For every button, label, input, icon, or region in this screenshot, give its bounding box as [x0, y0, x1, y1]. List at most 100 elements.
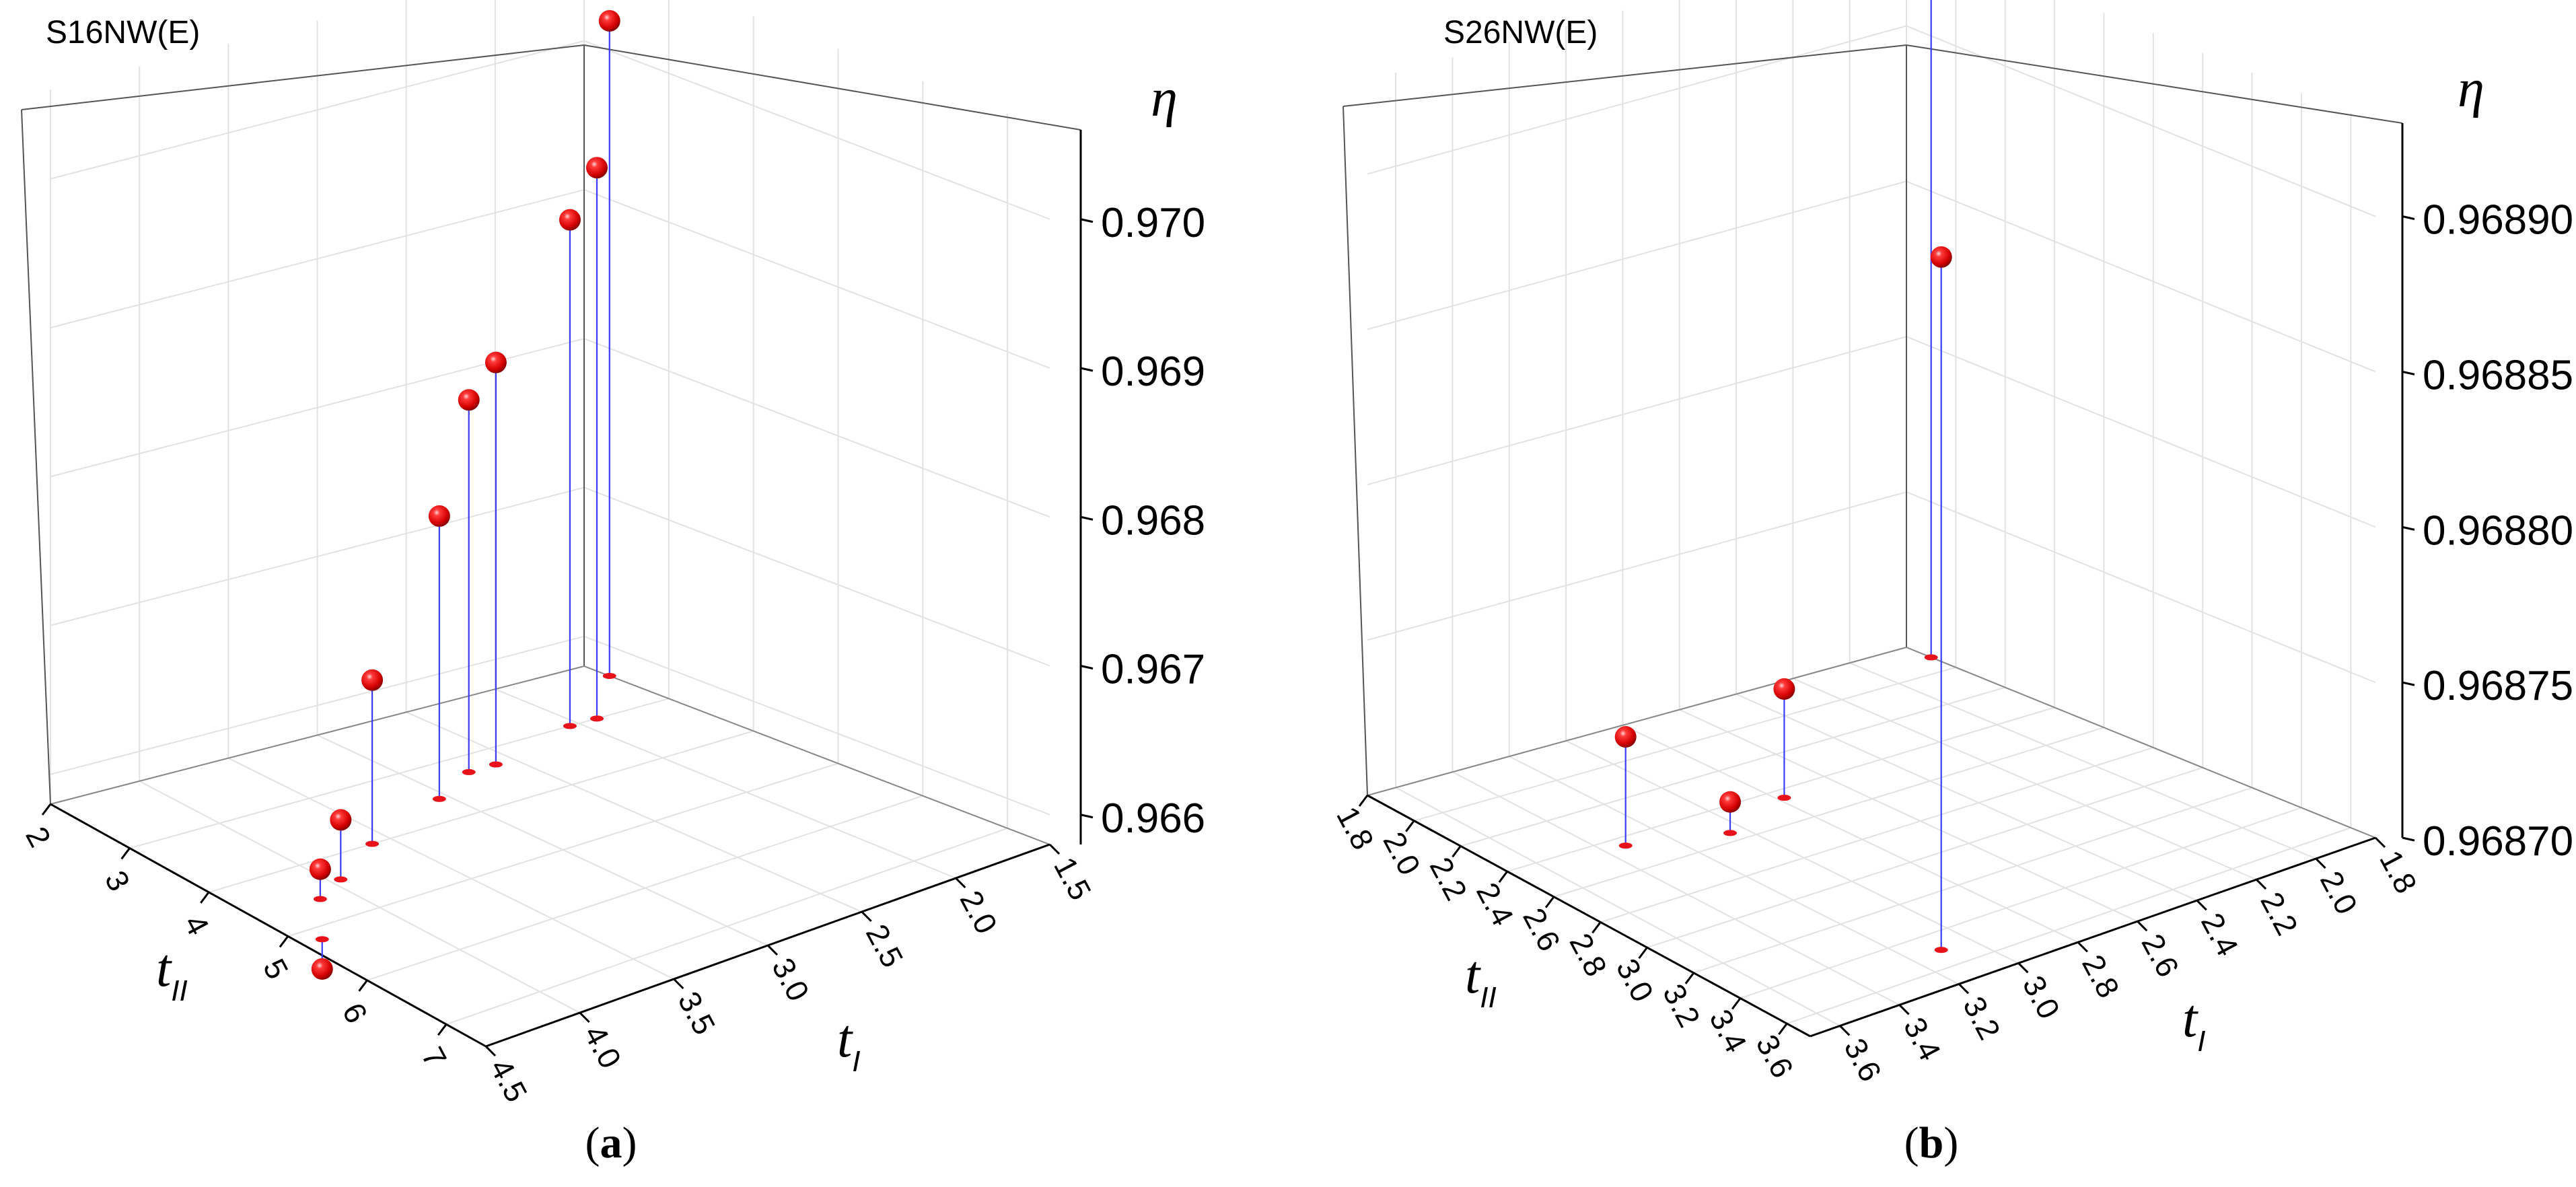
panel-a-x-tick-label: 5 [256, 953, 295, 984]
panel-b-x-gridline [1600, 746, 2154, 923]
panel-b-x-tick [1358, 795, 1369, 807]
panel-b-y-gridline [1849, 662, 2316, 859]
panel-b-floor-right-edge [1906, 647, 2376, 838]
panel-b-y-gridline [1395, 787, 1840, 1027]
panel-a-back-walls [22, 45, 1081, 844]
panel-a-x-tick [279, 935, 289, 948]
panel-a-floor-marker-2 [589, 715, 604, 722]
panel-a-back-left-top-edge [21, 44, 585, 110]
panel-a-data-point-1 [598, 9, 620, 32]
panel-b-floor-marker-1 [1924, 654, 1938, 661]
panel-a-y-tick [861, 910, 872, 923]
panel-a-x-label-main: t [156, 939, 172, 998]
panel-b-y-tick-label: 1.8 [2373, 844, 2424, 899]
panel-b-x-tick [1405, 820, 1415, 832]
panel-a-x-tick-label: 4 [177, 909, 216, 941]
panel-b-x-tick-label: 3.6 [1750, 1029, 1801, 1083]
panel-a-floor-marker-3 [563, 723, 577, 729]
panel-b-data-point-5 [1930, 246, 1952, 268]
panel-b-y-gridline [1622, 724, 2079, 943]
panel-b-z-tick-label: 0.96885 [2423, 352, 2573, 398]
chart-panel-b: S26NW(E) 0.96870 0.96875 0.96880 0.96885 0.9… [1330, 0, 2573, 1167]
panel-a-z-tick-label: 0.967 [1101, 647, 1205, 693]
panel-b-z-tick-label: 0.96870 [2423, 818, 2573, 865]
panel-b-x-tick-label: 3.4 [1703, 1004, 1754, 1058]
panel-b-floor-left-edge [1367, 647, 1907, 796]
panel-a-z-tick-label: 0.969 [1101, 349, 1205, 395]
panel-b-x-tick-label: 2.0 [1376, 826, 1427, 881]
panel-b-y-gridline [1509, 756, 1960, 985]
panel-b-left-vertical-edge [1343, 106, 1368, 796]
panel-b-y-tick-label: 2.0 [2314, 865, 2365, 920]
panel-a-z-tick-label: 0.968 [1101, 497, 1205, 544]
panel-b-z-label: η [2458, 59, 2484, 118]
panel-b-frame [1343, 44, 2404, 1038]
panel-a-floor-marker-10 [315, 936, 329, 943]
panel-a-floor-marker-5 [462, 768, 476, 775]
panel-b-x-tick [1638, 947, 1648, 960]
panel-b-y-tick-label: 3.2 [1956, 991, 2007, 1045]
panel-b-x-tick [1778, 1023, 1788, 1036]
panel-a-z-label: η [1151, 69, 1178, 128]
panel-b-x-gridline [1647, 766, 2203, 949]
panel-b-y-tick [2017, 962, 2029, 974]
panel-a-back-right-top-edge [583, 44, 1081, 131]
panel-b-y-gridline [1736, 693, 2198, 902]
panel-a-y-tick-label: 3.0 [765, 952, 816, 1007]
panel-a-y-gridline [495, 688, 956, 879]
panel-b-x-tick-label: 1.8 [1330, 801, 1381, 855]
panel-b-z-tick-label: 0.96880 [2423, 507, 2573, 554]
panel-a-x-label-sub: II [171, 974, 187, 1007]
panel-a-data-point-8 [330, 809, 352, 831]
panel-a-z-tick-label: 0.970 [1101, 200, 1205, 246]
panel-a-x-tick [200, 892, 210, 904]
panel-b-x-tick-label: 2.4 [1470, 877, 1521, 931]
panel-a-data-point-2 [585, 157, 608, 179]
panel-b-data-point-4 [1614, 726, 1637, 748]
panel-b-x-axis-line [1367, 794, 1811, 1038]
panel-a-data-point-10 [311, 958, 333, 980]
panel-a-caption: (a) [585, 1118, 637, 1167]
panel-b-y-tick-label: 2.6 [2135, 928, 2186, 982]
panel-a-z-tick [1080, 814, 1094, 819]
panel-b-x-tick [1731, 997, 1742, 1010]
panel-a-y-tick-label: 2.0 [953, 885, 1004, 939]
panel-b-back-left-top-edge [1343, 44, 1907, 107]
panel-b-y-tick-label: 3.4 [1897, 1011, 1948, 1066]
panel-b-back-right-top-edge [1906, 44, 2403, 124]
panel-a-x-tick-label: 2 [19, 821, 58, 853]
panel-b-y-tick [2374, 836, 2386, 849]
panel-a-z-tick [1080, 515, 1094, 521]
panel-b-x-tick [1452, 845, 1462, 858]
panel-b-y-label-sub: I [2197, 1025, 2205, 1058]
panel-a-z-tick [1080, 367, 1094, 372]
panel-b-y-axis-line [1810, 836, 2376, 1038]
panel-b-z-tick [2402, 526, 2415, 531]
panel-b-floor-marker-2 [1777, 795, 1791, 801]
panel-a-data-point-9 [309, 858, 331, 880]
panel-b-data-point-2 [1773, 678, 1795, 700]
panel-b-back-walls [1343, 45, 2402, 838]
panel-a-y-tick [766, 944, 779, 956]
panel-a-y-tick [955, 877, 966, 889]
panel-a-y-gridline [227, 757, 674, 980]
panel-a-y-tick [1048, 843, 1061, 855]
panel-a-y-tick-label: 4.0 [577, 1019, 629, 1074]
panel-a-x-tick-label: 7 [415, 1041, 454, 1073]
panel-b-x-tick-label: 2.8 [1563, 927, 1614, 982]
panel-b-y-gridline [1679, 709, 2138, 923]
panel-a-x-tick [358, 979, 368, 992]
panel-a-title: S16NW(E) [46, 15, 200, 50]
panel-b-x-tick-label: 2.6 [1516, 902, 1567, 957]
panel-a-data-point-7 [361, 669, 384, 691]
panel-b-x-gridline [1413, 666, 1956, 822]
panel-a-z-tick [1080, 218, 1094, 223]
panel-a-x-tick-label: 6 [336, 997, 375, 1029]
panel-b-x-tick [1684, 972, 1695, 984]
panel-b-x-gridline [1460, 686, 2006, 847]
panel-b-y-gridline [1452, 771, 1900, 1006]
panel-a-data-point-3 [559, 209, 581, 231]
panel-b-y-label-main: t [2182, 989, 2198, 1048]
panel-a-data-point-5 [458, 389, 480, 411]
